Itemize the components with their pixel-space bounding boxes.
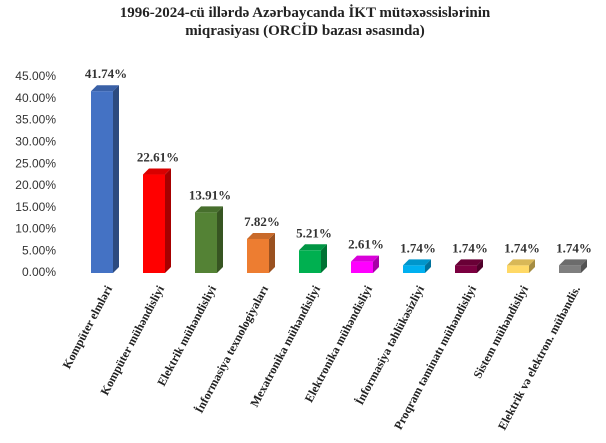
bar-top — [143, 168, 171, 175]
bar-side — [581, 259, 587, 273]
bar-top — [403, 259, 431, 266]
bar — [559, 265, 581, 273]
data-label: 41.74% — [85, 66, 127, 81]
bar-top — [559, 259, 587, 266]
bar-side — [529, 259, 535, 273]
x-tick-label: Kompüter elmləri — [59, 283, 115, 371]
bar-side — [113, 85, 119, 273]
bar — [91, 91, 113, 273]
y-tick-label: 25.00% — [15, 156, 56, 170]
data-label: 5.21% — [296, 225, 332, 240]
bar-top — [247, 232, 275, 239]
bar — [351, 261, 373, 273]
data-label: 1.74% — [556, 240, 592, 255]
bar-side — [321, 244, 327, 273]
data-label: 2.61% — [348, 237, 384, 252]
x-tick-label: Sistem mühəndisliyi — [470, 283, 531, 381]
data-label: 1.74% — [452, 240, 488, 255]
y-tick-label: 0.00% — [22, 265, 56, 279]
y-tick-label: 45.00% — [15, 69, 56, 83]
bar-top — [351, 255, 379, 262]
data-label: 1.74% — [400, 240, 436, 255]
bar — [299, 250, 321, 273]
y-tick-label: 10.00% — [15, 222, 56, 236]
bar-side — [165, 168, 171, 273]
y-tick-label: 15.00% — [15, 200, 56, 214]
bar-top — [91, 85, 119, 92]
bar-side — [269, 232, 275, 273]
bar-top — [195, 206, 223, 213]
y-tick-label: 40.00% — [15, 91, 56, 105]
data-label: 22.61% — [137, 150, 179, 165]
chart-title: 1996-2024-cü illərdə Azərbaycanda İKT mü… — [119, 5, 491, 39]
y-tick-label: 20.00% — [15, 178, 56, 192]
bar — [455, 265, 477, 273]
bar — [195, 212, 217, 273]
y-tick-label: 5.00% — [22, 243, 56, 257]
bar-top — [455, 259, 483, 266]
data-label: 7.82% — [244, 214, 280, 229]
bar-top — [299, 244, 327, 251]
bar — [143, 174, 165, 273]
x-tick-label: Elektrik mühəndisliyi — [154, 283, 219, 389]
data-label: 1.74% — [504, 240, 540, 255]
y-tick-label: 30.00% — [15, 135, 56, 149]
bar-side — [217, 206, 223, 273]
bar — [247, 238, 269, 273]
bar-side — [373, 255, 379, 273]
bar-side — [477, 259, 483, 273]
y-tick-label: 35.00% — [15, 113, 56, 127]
bar-top — [507, 259, 535, 266]
bar — [403, 265, 425, 273]
bar — [507, 265, 529, 273]
data-label: 13.91% — [189, 187, 231, 202]
bar-side — [425, 259, 431, 273]
